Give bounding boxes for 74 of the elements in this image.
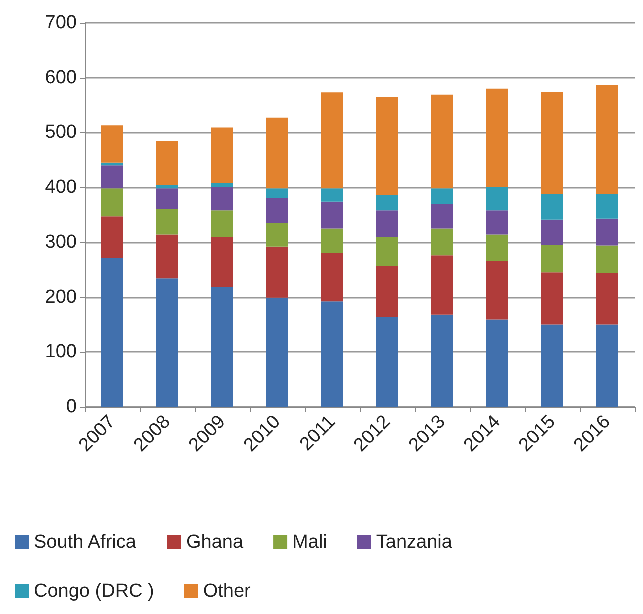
bar bbox=[432, 204, 454, 229]
bar bbox=[542, 194, 564, 220]
bar bbox=[376, 317, 398, 407]
bar bbox=[486, 210, 508, 235]
bar bbox=[596, 218, 618, 246]
bar bbox=[156, 185, 178, 189]
bar bbox=[376, 195, 398, 211]
bar bbox=[212, 236, 234, 288]
bar bbox=[266, 188, 288, 199]
bar bbox=[376, 237, 398, 266]
bar bbox=[156, 188, 178, 210]
bar bbox=[212, 210, 234, 237]
bar bbox=[376, 97, 398, 196]
bar bbox=[322, 92, 344, 189]
bar bbox=[376, 210, 398, 238]
y-tick-label: 500 bbox=[45, 122, 77, 144]
bar bbox=[266, 298, 288, 407]
bar bbox=[596, 246, 618, 274]
bar bbox=[266, 246, 288, 298]
bar bbox=[322, 202, 344, 229]
bar bbox=[486, 88, 508, 188]
bar bbox=[266, 118, 288, 189]
bar bbox=[432, 314, 454, 407]
legend-label: Other bbox=[203, 581, 252, 602]
bar bbox=[542, 220, 564, 246]
y-tick-label: 100 bbox=[45, 342, 77, 363]
bar bbox=[266, 198, 288, 224]
bar bbox=[102, 258, 124, 407]
bar bbox=[486, 187, 508, 211]
bar bbox=[156, 278, 178, 407]
y-tick-label: 0 bbox=[66, 396, 77, 418]
bar bbox=[266, 223, 288, 247]
bar bbox=[542, 245, 564, 273]
y-tick-label: 200 bbox=[45, 286, 77, 308]
bar bbox=[486, 320, 508, 407]
y-tick-label: 700 bbox=[45, 12, 77, 34]
bar bbox=[432, 188, 454, 204]
legend-label: South Africa bbox=[34, 532, 137, 553]
bar bbox=[156, 210, 178, 235]
bar bbox=[432, 94, 454, 189]
bar bbox=[376, 266, 398, 318]
bar bbox=[542, 272, 564, 325]
bar bbox=[102, 216, 124, 258]
bar bbox=[212, 128, 234, 184]
bar bbox=[486, 261, 508, 320]
bar bbox=[322, 302, 344, 407]
bar bbox=[212, 183, 234, 188]
y-tick-label: 400 bbox=[45, 177, 77, 198]
bar bbox=[322, 253, 344, 302]
bar bbox=[596, 194, 618, 219]
bar bbox=[156, 140, 178, 186]
bar bbox=[102, 162, 124, 166]
bar bbox=[432, 256, 454, 315]
bar bbox=[322, 188, 344, 202]
bar bbox=[542, 92, 564, 194]
legend-label: Congo (DRC ) bbox=[34, 581, 154, 602]
bar bbox=[542, 324, 564, 407]
bar bbox=[212, 287, 234, 407]
bar bbox=[596, 324, 618, 407]
legend-label: Mali bbox=[292, 532, 328, 553]
bar bbox=[102, 166, 124, 189]
bar bbox=[596, 86, 618, 194]
legend-label: Tanzania bbox=[376, 532, 453, 553]
bar bbox=[102, 126, 124, 163]
bar bbox=[102, 188, 124, 217]
bar bbox=[486, 234, 508, 262]
bar bbox=[156, 234, 178, 279]
bar bbox=[432, 228, 454, 256]
bar bbox=[322, 228, 344, 254]
y-tick-label: 300 bbox=[45, 232, 77, 253]
legend-label: Ghana bbox=[186, 532, 244, 553]
bar bbox=[596, 273, 618, 325]
y-tick-label: 600 bbox=[45, 67, 77, 88]
bar bbox=[212, 187, 234, 211]
